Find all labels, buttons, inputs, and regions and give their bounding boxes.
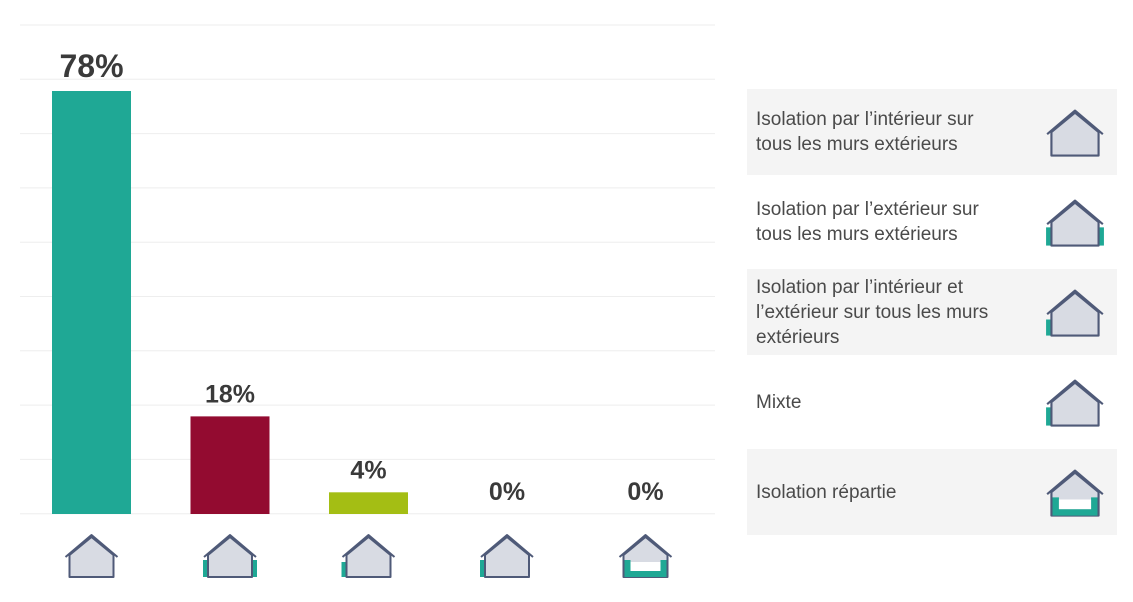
legend-item: Isolation par l’intérieur sur tous les m… <box>747 89 1117 175</box>
house-mixed-insulation-icon <box>1046 379 1104 427</box>
bar-data-label: 4% <box>350 456 386 484</box>
house-interior-insulation-icon <box>64 534 119 578</box>
bar-data-label: 0% <box>627 478 663 506</box>
house-distributed-insulation-icon <box>618 534 673 578</box>
legend-label: Mixte <box>756 391 802 413</box>
house-mixed-insulation-icon <box>1046 379 1104 427</box>
legend-item: Mixte <box>747 359 1117 445</box>
legend-label: Isolation par l’extérieur sur tous les m… <box>756 199 979 245</box>
legend-label: Isolation par l’intérieur sur tous les m… <box>756 109 974 155</box>
house-interior-insulation-icon <box>1046 109 1104 157</box>
x-axis-icons <box>64 534 673 578</box>
house-interior-insulation-icon <box>1046 109 1104 157</box>
legend-label: Isolation par l’intérieur et l’extérieur… <box>756 276 989 348</box>
house-exterior-insulation-icon <box>1046 199 1104 247</box>
legend-item: Isolation répartie <box>747 449 1117 535</box>
house-exterior-insulation-icon <box>203 534 257 578</box>
bar <box>190 416 270 514</box>
house-interior-exterior-insulation-icon <box>1046 289 1104 337</box>
legend-label: Isolation répartie <box>756 481 897 503</box>
house-interior-exterior-insulation-icon <box>341 534 396 578</box>
house-interior-exterior-insulation-icon <box>1046 289 1104 337</box>
legend-item: Isolation par l’intérieur et l’extérieur… <box>747 269 1117 355</box>
bar <box>52 91 131 514</box>
bar-data-label: 0% <box>489 478 525 506</box>
bar-chart: 78% 18% 4% 0% 0% <box>20 24 715 578</box>
bar-data-label: 78% <box>59 48 123 84</box>
house-distributed-insulation-icon <box>1046 469 1104 517</box>
house-mixed-insulation-icon <box>480 534 534 578</box>
chart-gridlines <box>20 24 715 515</box>
bar <box>329 492 408 514</box>
chart-bars <box>52 91 408 514</box>
legend-item: Isolation par l’extérieur sur tous les m… <box>747 179 1117 265</box>
chart-legend: Isolation par l’intérieur sur tous les m… <box>747 89 1117 539</box>
bar-data-label: 18% <box>205 380 255 408</box>
house-distributed-insulation-icon <box>1046 469 1104 517</box>
chart-data-labels: 78% 18% 4% 0% 0% <box>59 48 663 506</box>
house-exterior-insulation-icon <box>1046 199 1104 247</box>
